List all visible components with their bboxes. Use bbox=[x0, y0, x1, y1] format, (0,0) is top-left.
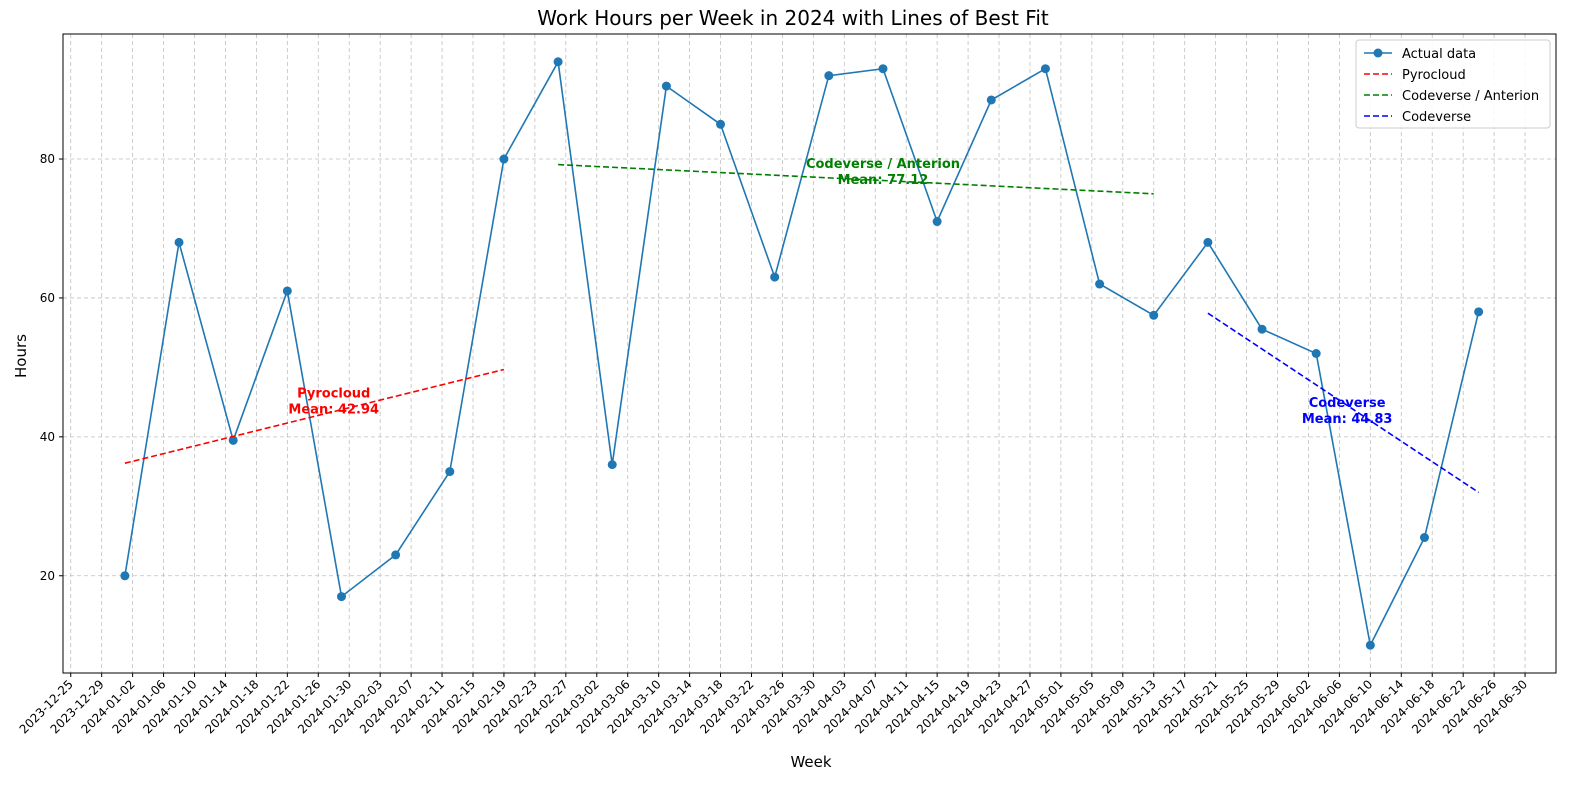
annotation-text: Codeverse / Anterion bbox=[806, 157, 960, 172]
x-axis-label: Week bbox=[790, 753, 831, 771]
series-line bbox=[558, 163, 1154, 195]
legend-box bbox=[1355, 39, 1551, 129]
x-axis-ticks: 2023-12-252023-12-292024-01-022024-01-06… bbox=[17, 673, 1530, 736]
data-point bbox=[1095, 279, 1105, 289]
legend-entry: Pyrocloud bbox=[1402, 68, 1466, 83]
y-axis-ticks: 20 40 60 80 bbox=[40, 152, 63, 583]
data-point bbox=[770, 272, 780, 282]
y-tick-label: 40 bbox=[40, 430, 55, 444]
y-tick-label: 80 bbox=[40, 152, 55, 166]
data-point bbox=[986, 95, 996, 105]
data-point bbox=[932, 217, 942, 227]
data-point bbox=[716, 119, 726, 129]
data-point bbox=[1203, 237, 1213, 247]
annotation-text: Pyrocloud bbox=[297, 386, 370, 401]
data-point bbox=[120, 571, 130, 581]
data-point bbox=[1419, 533, 1429, 543]
data-point bbox=[878, 64, 888, 74]
data-point bbox=[1474, 307, 1484, 317]
data-point bbox=[661, 81, 671, 91]
data-point bbox=[499, 154, 509, 164]
data-point bbox=[1040, 64, 1050, 74]
legend-entry: Codeverse bbox=[1402, 110, 1471, 125]
data-point bbox=[391, 550, 401, 560]
legend: Actual data Pyrocloud Codeverse / Anterion… bbox=[1355, 39, 1551, 129]
series-line bbox=[124, 368, 505, 464]
data-point bbox=[1311, 349, 1321, 358]
legend-entry: Actual data bbox=[1402, 47, 1476, 62]
chart-title: Work Hours per Week in 2024 with Lines o… bbox=[537, 6, 1049, 30]
data-point bbox=[824, 71, 834, 81]
data-point bbox=[1149, 310, 1159, 320]
data-point bbox=[607, 460, 617, 470]
data-point bbox=[1365, 640, 1375, 650]
y-axis-label: Hours bbox=[12, 334, 30, 378]
y-tick-label: 60 bbox=[40, 291, 55, 305]
annotation-text: Mean: 42.94 bbox=[288, 402, 379, 417]
y-tick-label: 20 bbox=[40, 569, 55, 583]
series-layer bbox=[120, 57, 1484, 650]
series-line bbox=[1207, 312, 1480, 494]
legend-entry: Codeverse / Anterion bbox=[1402, 89, 1539, 104]
annotation-text: Codeverse bbox=[1309, 396, 1386, 411]
data-point bbox=[445, 467, 455, 477]
data-point bbox=[282, 286, 292, 296]
data-point bbox=[1257, 324, 1267, 334]
grid bbox=[63, 34, 1556, 673]
data-point bbox=[336, 592, 346, 602]
plot-frame bbox=[62, 33, 1557, 674]
data-point bbox=[174, 237, 184, 247]
legend-marker bbox=[1373, 48, 1383, 58]
data-point bbox=[228, 435, 238, 445]
data-point bbox=[553, 57, 563, 67]
annotation-text: Mean: 77.12 bbox=[838, 173, 929, 188]
annotation-text: Mean: 44.83 bbox=[1302, 412, 1393, 427]
